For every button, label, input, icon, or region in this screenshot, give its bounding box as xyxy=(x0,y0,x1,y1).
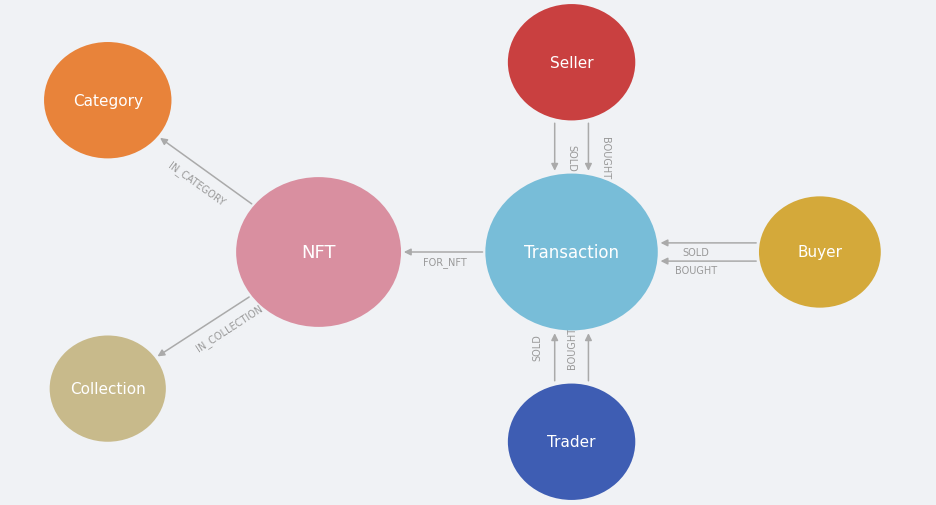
Text: Trader: Trader xyxy=(547,434,595,449)
Text: IN_CATEGORY: IN_CATEGORY xyxy=(166,160,227,208)
Text: IN_COLLECTION: IN_COLLECTION xyxy=(194,302,264,354)
Text: Transaction: Transaction xyxy=(523,243,619,262)
Ellipse shape xyxy=(485,174,657,331)
Text: BOUGHT: BOUGHT xyxy=(600,137,609,179)
Text: BOUGHT: BOUGHT xyxy=(674,266,716,276)
Ellipse shape xyxy=(50,336,166,442)
Ellipse shape xyxy=(507,5,635,121)
Ellipse shape xyxy=(507,384,635,500)
Text: SOLD: SOLD xyxy=(533,334,542,361)
Text: Seller: Seller xyxy=(549,56,592,71)
Text: Category: Category xyxy=(73,93,142,109)
Ellipse shape xyxy=(758,197,880,308)
Text: SOLD: SOLD xyxy=(681,247,709,258)
Text: Collection: Collection xyxy=(70,381,145,396)
Text: NFT: NFT xyxy=(301,243,335,262)
Text: Buyer: Buyer xyxy=(797,245,841,260)
Ellipse shape xyxy=(236,178,401,327)
Text: BOUGHT: BOUGHT xyxy=(566,326,576,368)
Ellipse shape xyxy=(44,43,171,159)
Text: FOR_NFT: FOR_NFT xyxy=(423,256,466,267)
Text: SOLD: SOLD xyxy=(566,144,576,171)
